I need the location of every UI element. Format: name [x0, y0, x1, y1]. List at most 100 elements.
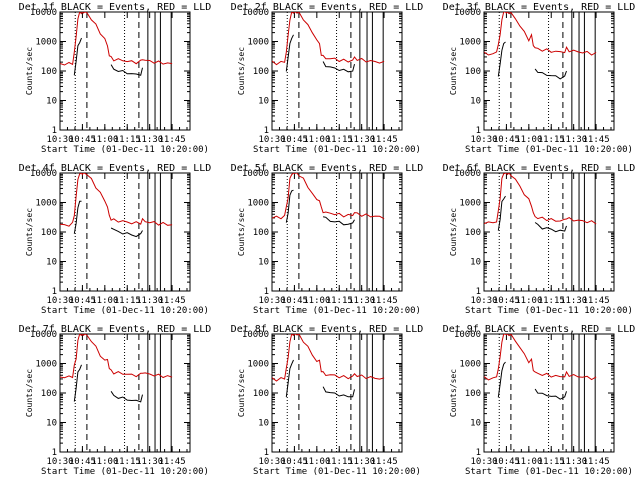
y-axis-label: Counts/sec	[25, 369, 34, 417]
series-events-line	[285, 189, 355, 226]
series-events-line	[73, 37, 143, 76]
series-lld-line	[272, 173, 385, 220]
y-tick-label: 10	[46, 97, 57, 107]
y-tick-label: 10000	[242, 330, 269, 340]
panel-title: Det 5f BLACK = Events, RED = LLD	[231, 163, 424, 174]
x-tick-label: 10:45	[69, 296, 96, 306]
y-tick-label: 10	[470, 419, 481, 429]
x-tick-label: 11:15	[326, 135, 353, 145]
x-axis-label: Start Time (01-Dec-11 10:20:00)	[465, 145, 633, 155]
x-tick-label: 11:45	[371, 296, 398, 306]
y-tick-label: 10000	[454, 169, 481, 179]
y-tick-label: 10000	[454, 330, 481, 340]
x-tick-label: 11:15	[326, 296, 353, 306]
y-tick-label: 1	[264, 287, 269, 297]
y-axis-label: Counts/sec	[449, 47, 458, 95]
x-tick-label: 11:45	[371, 457, 398, 467]
x-tick-label: 11:00	[303, 296, 330, 306]
x-tick-label: 10:30	[46, 135, 73, 145]
y-tick-label: 1000	[247, 38, 269, 48]
y-tick-label: 10	[258, 258, 269, 268]
y-tick-label: 100	[465, 389, 481, 399]
x-tick-label: 11:30	[560, 457, 587, 467]
x-tick-label: 11:15	[114, 296, 141, 306]
y-tick-label: 10	[470, 97, 481, 107]
x-tick-label: 11:00	[515, 135, 542, 145]
series-events-line	[497, 195, 567, 233]
y-tick-label: 10000	[242, 169, 269, 179]
panel-title: Det 2f BLACK = Events, RED = LLD	[231, 2, 424, 13]
panel-det-7: Det 7f BLACK = Events, RED = LLD 1 10 100 10…	[19, 324, 212, 477]
panel-title: Det 3f BLACK = Events, RED = LLD	[443, 2, 636, 13]
series-lld-line	[484, 334, 597, 381]
y-tick-label: 1000	[459, 199, 481, 209]
x-tick-label: 11:30	[348, 135, 375, 145]
y-tick-label: 10	[46, 258, 57, 268]
x-tick-label: 11:45	[583, 457, 610, 467]
x-tick-label: 10:30	[470, 135, 497, 145]
x-tick-label: 10:45	[281, 296, 308, 306]
x-tick-label: 11:00	[515, 457, 542, 467]
x-tick-label: 11:00	[91, 135, 118, 145]
x-tick-label: 11:00	[91, 296, 118, 306]
y-tick-label: 1	[52, 287, 57, 297]
x-tick-label: 10:30	[470, 296, 497, 306]
y-tick-label: 1000	[247, 199, 269, 209]
y-tick-label: 1	[52, 126, 57, 136]
panel-title: Det 8f BLACK = Events, RED = LLD	[231, 324, 424, 335]
y-tick-label: 1	[52, 448, 57, 458]
series-lld-line	[484, 173, 597, 225]
series-events-line	[73, 200, 143, 238]
y-axis-label: Counts/sec	[237, 369, 246, 417]
panel-det-9: Det 9f BLACK = Events, RED = LLD 1 10 100 10…	[443, 324, 636, 477]
plot-frame	[59, 11, 191, 131]
x-tick-label: 10:30	[258, 135, 285, 145]
y-tick-label: 10	[258, 419, 269, 429]
x-tick-label: 11:30	[136, 135, 163, 145]
y-tick-label: 1000	[35, 199, 57, 209]
x-tick-label: 10:45	[281, 457, 308, 467]
y-tick-label: 10000	[30, 169, 57, 179]
series-lld-line	[60, 12, 173, 66]
x-tick-label: 11:15	[538, 457, 565, 467]
y-tick-label: 1	[476, 287, 481, 297]
x-tick-label: 10:45	[69, 457, 96, 467]
x-tick-label: 11:15	[114, 457, 141, 467]
x-tick-label: 11:00	[515, 296, 542, 306]
plot-frame	[483, 11, 615, 131]
y-tick-label: 100	[41, 67, 57, 77]
y-tick-label: 100	[253, 67, 269, 77]
panel-title: Det 9f BLACK = Events, RED = LLD	[443, 324, 636, 335]
x-tick-label: 11:45	[159, 457, 186, 467]
x-axis-label: Start Time (01-Dec-11 10:20:00)	[465, 467, 633, 477]
x-tick-label: 10:30	[258, 296, 285, 306]
x-tick-label: 11:15	[538, 135, 565, 145]
x-tick-label: 11:00	[91, 457, 118, 467]
y-tick-label: 10	[470, 258, 481, 268]
series-lld-line	[484, 12, 597, 56]
y-tick-label: 10000	[454, 8, 481, 18]
y-tick-label: 100	[465, 67, 481, 77]
x-tick-label: 11:30	[136, 457, 163, 467]
x-tick-label: 11:45	[159, 135, 186, 145]
x-axis-label: Start Time (01-Dec-11 10:20:00)	[465, 306, 633, 316]
x-tick-label: 11:15	[114, 135, 141, 145]
x-tick-label: 11:30	[348, 296, 375, 306]
y-tick-label: 10000	[30, 330, 57, 340]
x-tick-label: 10:45	[493, 296, 520, 306]
x-tick-label: 10:45	[493, 457, 520, 467]
y-tick-label: 1	[476, 126, 481, 136]
y-tick-label: 10000	[30, 8, 57, 18]
panel-det-4: Det 4f BLACK = Events, RED = LLD 1 10 100 10…	[19, 163, 212, 316]
series-lld-line	[272, 12, 385, 66]
x-tick-label: 10:30	[258, 457, 285, 467]
panel-det-5: Det 5f BLACK = Events, RED = LLD 1 10 100 10…	[231, 163, 424, 316]
x-tick-label: 11:30	[560, 135, 587, 145]
x-tick-label: 10:30	[46, 457, 73, 467]
series-events-line	[73, 364, 143, 403]
y-axis-label: Counts/sec	[449, 208, 458, 256]
plot-frame	[271, 333, 403, 453]
y-tick-label: 1000	[247, 360, 269, 370]
x-axis-label: Start Time (01-Dec-11 10:20:00)	[253, 467, 421, 477]
